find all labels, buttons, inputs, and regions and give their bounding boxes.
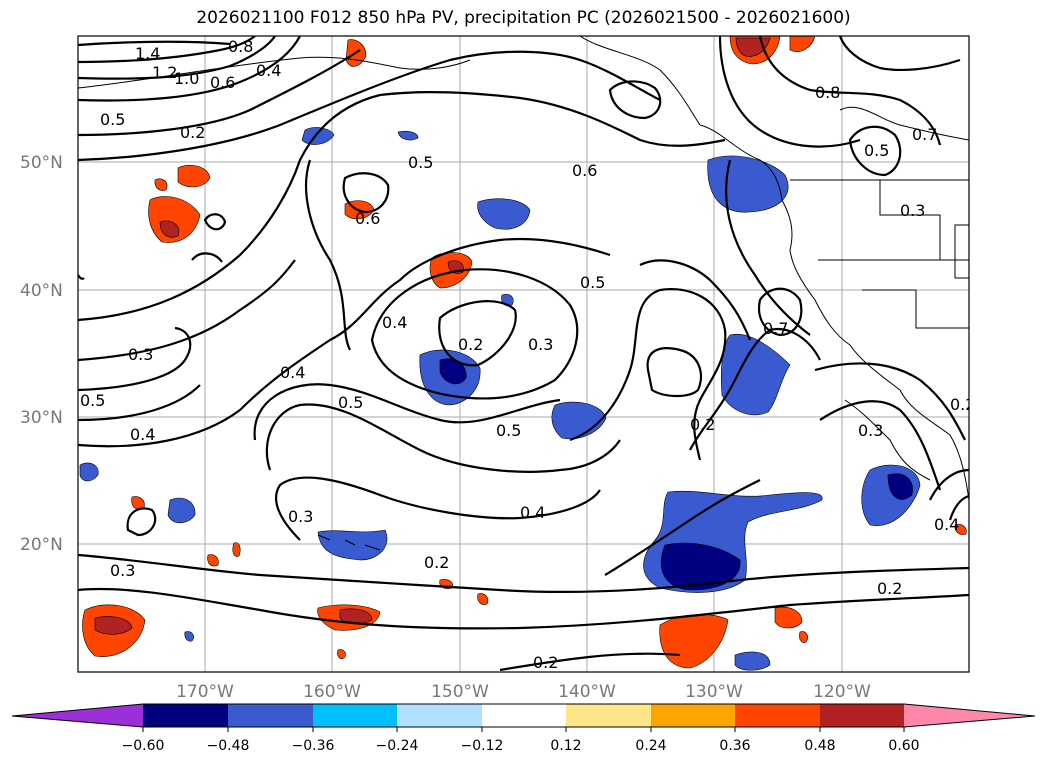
lon-label: 130°W	[685, 682, 743, 702]
lon-label: 140°W	[558, 682, 616, 702]
contour-label: 0.4	[256, 61, 281, 80]
contour-label: 0.2	[533, 653, 558, 672]
colorbar-segment	[313, 704, 397, 727]
contour-label: 0.7	[763, 319, 788, 338]
colorbar-segment	[651, 704, 735, 727]
contour-label: 0.4	[130, 425, 155, 444]
contour-label: 0.2	[458, 335, 483, 354]
map-background	[78, 36, 969, 672]
pv-contours	[78, 36, 969, 672]
colorbar-segment	[143, 704, 228, 727]
colorbar-tick-label: 0.24	[635, 738, 666, 754]
contour-label: 0.3	[128, 345, 153, 364]
colorbar-extend-low	[12, 704, 143, 727]
colorbar-tick-label: 0.48	[804, 738, 835, 754]
map-frame	[77, 35, 970, 673]
contour-label: 0.5	[100, 110, 125, 129]
contour-label: 0.5	[408, 153, 433, 172]
colorbar-tick-label: −0.36	[292, 738, 335, 754]
contour-label: 0.6	[355, 209, 380, 228]
colorbar-tick-label: 0.60	[888, 738, 919, 754]
contour-label: 0.5	[496, 421, 521, 440]
contour-label: 0.2	[424, 553, 449, 572]
contour-label: 0.2	[877, 579, 902, 598]
chart-title: 2026021100 F012 850 hPa PV, precipitatio…	[196, 8, 851, 28]
contour-label: 0.6	[572, 161, 597, 180]
colorbar-segment	[228, 704, 313, 727]
colorbar-segment	[735, 704, 820, 727]
contour-label: 0.4	[280, 363, 305, 382]
contour-label: 0.8	[228, 37, 253, 56]
contour-label: 0.3	[110, 561, 135, 580]
contour-label: 0.2	[180, 123, 205, 142]
lat-label: 50°N	[20, 153, 63, 173]
contour-label: 0.3	[900, 201, 925, 220]
contour-label: 0.4	[520, 503, 545, 522]
contour-label: 0.3	[288, 507, 313, 526]
contour-label: 1.4	[135, 44, 160, 63]
coastlines	[78, 36, 969, 551]
contour-label: 0.7	[912, 125, 937, 144]
precip-negative-anomalies	[79, 127, 921, 671]
contour-label: 0.2	[690, 415, 715, 434]
lat-label: 40°N	[20, 281, 63, 301]
colorbar: −0.60 −0.48 −0.36 −0.24 −0.12 0.12 0.24 …	[11, 703, 1036, 754]
colorbar-tick-label: −0.24	[376, 738, 419, 754]
contour-label: 1.2	[152, 63, 177, 82]
contour-label: 0.4	[382, 313, 407, 332]
contour-label: 0.5	[80, 391, 105, 410]
lat-label: 30°N	[20, 408, 63, 428]
contour-label: 0.2	[950, 395, 975, 414]
contour-label: 0.3	[528, 335, 553, 354]
colorbar-tick-label: −0.48	[207, 738, 250, 754]
latitude-labels: 50°N 40°N 30°N 20°N	[20, 153, 63, 555]
contour-label: 0.4	[934, 515, 959, 534]
lat-label: 20°N	[20, 535, 63, 555]
lon-label: 160°W	[303, 682, 361, 702]
lon-label: 170°W	[176, 682, 234, 702]
colorbar-segment	[397, 704, 482, 727]
contour-label: 0.5	[864, 141, 889, 160]
colorbar-segment	[566, 704, 651, 727]
colorbar-tick-label: 0.36	[719, 738, 750, 754]
contour-label: 0.3	[858, 421, 883, 440]
colorbar-tick-label: −0.60	[122, 738, 165, 754]
contour-label: 0.5	[580, 273, 605, 292]
contour-label: 0.6	[210, 73, 235, 92]
colorbar-segment	[820, 704, 904, 727]
contour-label: 0.8	[815, 83, 840, 102]
colorbar-tick-label: 0.12	[550, 738, 581, 754]
longitude-labels: 170°W 160°W 150°W 140°W 130°W 120°W	[176, 682, 871, 702]
lon-label: 120°W	[813, 682, 871, 702]
contour-label: 0.5	[338, 393, 363, 412]
contour-label: 1.0	[174, 69, 199, 88]
colorbar-segment	[482, 704, 566, 727]
colorbar-extend-high	[904, 704, 1035, 727]
lon-label: 150°W	[431, 682, 489, 702]
colorbar-tick-label: −0.12	[461, 738, 504, 754]
contour-labels: 1.4 1.2 1.0 0.8 0.6 0.4 0.5 0.2 0.5 0.6 …	[80, 37, 975, 672]
